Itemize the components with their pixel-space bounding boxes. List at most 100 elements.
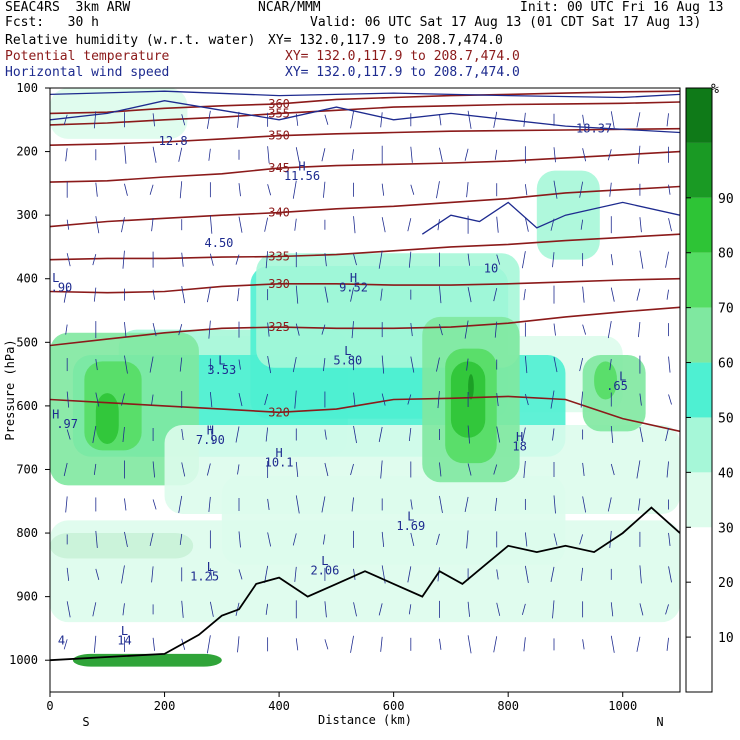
- wind-vector: [439, 147, 443, 162]
- wind-vector: [152, 323, 157, 337]
- wind-vector: [92, 254, 97, 266]
- contour-label: L: [218, 354, 225, 368]
- wind-vector: [238, 531, 241, 548]
- contour-label: 12.8: [159, 134, 188, 148]
- wind-vector: [380, 112, 383, 128]
- wind-vector: [610, 602, 614, 617]
- wind-vector: [66, 601, 71, 618]
- wind-vector: [238, 216, 243, 233]
- wind-vector: [152, 113, 155, 127]
- wind-vector: [639, 393, 642, 406]
- wind-vector: [351, 321, 354, 339]
- wind-vector: [92, 425, 97, 444]
- field-wind-name: Horizontal wind speed: [5, 65, 170, 80]
- contour-label: 10: [484, 261, 498, 275]
- theta-contour-label: 335: [268, 249, 290, 263]
- wind-vector: [496, 426, 501, 443]
- wind-vector: [95, 182, 98, 197]
- wind-vector: [610, 254, 614, 266]
- colorbar-swatch: [686, 472, 712, 528]
- wind-vector: [181, 286, 186, 304]
- wind-vector: [292, 356, 297, 373]
- wind-vector: [582, 324, 587, 335]
- wind-vector: [149, 356, 154, 373]
- header-init-time: Init: 00 UTC Fri 16 Aug 13: [520, 0, 724, 15]
- wind-vector: [582, 639, 585, 650]
- wind-vector: [238, 392, 243, 407]
- wind-vector: [351, 497, 354, 512]
- wind-vector: [550, 218, 555, 231]
- wind-vector: [295, 495, 300, 514]
- colorbar-tick-label: 50: [718, 411, 734, 426]
- wind-vector: [209, 568, 213, 581]
- terrain: [50, 506, 680, 662]
- wind-vector: [381, 531, 385, 547]
- wind-vector: [353, 602, 357, 617]
- wind-vector: [152, 461, 155, 478]
- wind-vector: [206, 463, 211, 476]
- wind-vector: [178, 495, 183, 514]
- wind-vector: [238, 569, 243, 580]
- wind-vector: [580, 391, 584, 408]
- wind-vector: [380, 288, 383, 301]
- wind-vector: [93, 287, 97, 302]
- wind-vector: [467, 287, 472, 303]
- wind-vector: [550, 566, 555, 582]
- wind-vector: [609, 359, 612, 371]
- wind-vector: [265, 427, 269, 442]
- wind-vector: [668, 218, 672, 232]
- wind-vector: [324, 462, 329, 477]
- wind-vector: [467, 425, 470, 444]
- wind-vector: [380, 636, 383, 652]
- humidity-region: [468, 374, 474, 400]
- colorbar-swatch: [686, 307, 712, 363]
- contour-label: 7.90: [196, 433, 225, 447]
- wind-vector: [467, 601, 470, 617]
- wind-vector: [496, 254, 501, 265]
- wind-vector: [209, 425, 214, 444]
- wind-vector: [324, 639, 329, 650]
- contour-label: 1.69: [396, 519, 425, 533]
- contour-label: .90: [51, 280, 73, 294]
- humidity-region: [72, 653, 222, 667]
- wind-vector: [93, 635, 97, 653]
- wind-vector: [437, 391, 440, 409]
- wind-vector: [437, 219, 440, 231]
- wind-vector: [295, 638, 299, 651]
- wind-vector: [407, 566, 412, 583]
- theta-contour-line: [50, 185, 680, 228]
- wind-vector: [63, 114, 68, 125]
- terrain-line: [50, 506, 680, 662]
- wind-vector: [553, 147, 556, 163]
- x-tick-label: 400: [268, 699, 290, 713]
- x-tick-label: 0: [46, 699, 53, 713]
- theta-contour-line: [50, 233, 680, 261]
- wind-vector: [524, 393, 529, 406]
- wind-vector: [294, 566, 297, 582]
- wind-vector: [668, 356, 671, 373]
- theta-contour-line: [50, 150, 680, 183]
- wind-vector: [235, 254, 240, 265]
- wind-vector: [639, 603, 644, 616]
- wind-vector: [582, 114, 585, 125]
- field-rh-xy: XY= 132.0,117.9 to 208.7,474.0: [268, 33, 503, 48]
- contour-label: H: [298, 160, 305, 174]
- wind-vector: [264, 565, 269, 583]
- wind-vector: [152, 637, 155, 651]
- wind-vector: [206, 635, 211, 654]
- wind-vector: [639, 250, 644, 269]
- contour-label: L: [321, 554, 328, 568]
- contour-label: H: [207, 424, 214, 438]
- theta-contour-label: 350: [268, 129, 290, 143]
- y-tick-label: 700: [16, 462, 38, 476]
- colorbar-swatch: [686, 252, 712, 308]
- wind-vector: [464, 148, 469, 161]
- wind-vector: [152, 146, 157, 163]
- wind-vector: [237, 111, 240, 128]
- contour-label: 1.25: [190, 570, 219, 584]
- wind-vector: [466, 530, 469, 549]
- wind-vector: [636, 636, 641, 652]
- wind-vector: [666, 289, 669, 300]
